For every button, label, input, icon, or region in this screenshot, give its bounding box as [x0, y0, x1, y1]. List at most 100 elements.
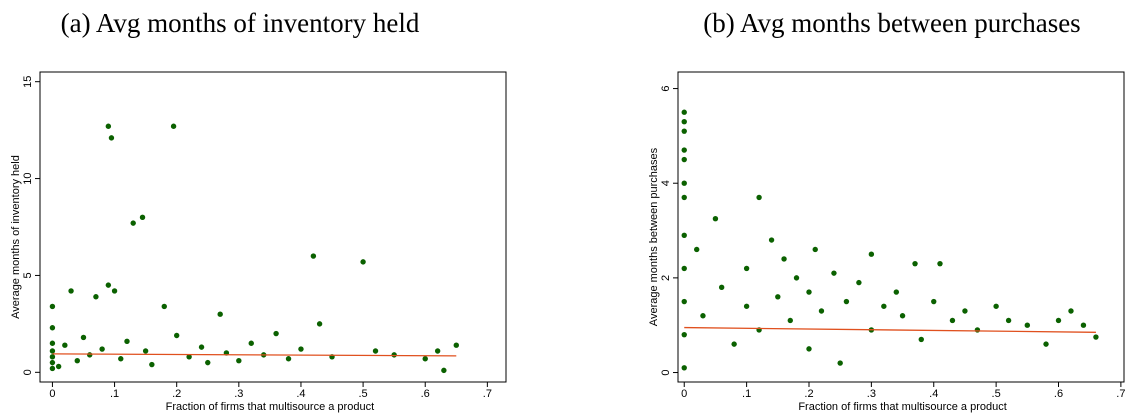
y-tick-label: 15	[22, 76, 34, 88]
point	[681, 147, 687, 153]
point	[68, 288, 74, 294]
plot-frame	[39, 71, 507, 383]
point	[681, 232, 687, 238]
x-tick-label: .1	[110, 388, 119, 400]
point	[781, 256, 787, 262]
point	[49, 354, 56, 360]
point	[731, 341, 737, 347]
point	[298, 346, 304, 352]
point	[681, 156, 687, 163]
point	[1093, 334, 1099, 340]
point	[681, 109, 687, 115]
x-tick-label: .2	[172, 388, 181, 400]
x-axis-title: Fraction of firms that multisource a pro…	[166, 401, 374, 413]
y-tick-label: 6	[660, 86, 672, 92]
x-tick-label: .7	[1116, 388, 1125, 400]
x-tick-label: .7	[483, 388, 492, 400]
point	[949, 317, 956, 324]
point	[743, 303, 750, 309]
point	[170, 123, 177, 129]
x-tick-label: .1	[742, 388, 751, 400]
y-tick-label: 10	[22, 172, 34, 184]
point	[718, 284, 725, 291]
point	[1080, 322, 1087, 328]
point	[756, 194, 762, 201]
point	[700, 313, 706, 319]
point	[962, 308, 968, 314]
x-tick-label: .6	[421, 388, 430, 400]
y-tick-label: 0	[22, 369, 34, 375]
point	[681, 265, 687, 272]
y-tick-label: 4	[660, 180, 672, 186]
point	[1043, 341, 1049, 347]
point	[681, 118, 687, 125]
point	[205, 359, 211, 366]
point	[831, 270, 837, 276]
point	[118, 356, 124, 362]
y-tick-label: 2	[660, 275, 672, 281]
point	[236, 357, 242, 364]
point	[93, 294, 99, 300]
point	[681, 128, 687, 134]
point	[173, 332, 180, 339]
point	[893, 289, 900, 295]
point	[1024, 322, 1031, 328]
point	[434, 348, 441, 354]
point	[768, 237, 775, 243]
point	[837, 360, 843, 366]
fit-line	[52, 353, 457, 357]
x-tick-label: .3	[867, 388, 876, 400]
point	[87, 352, 93, 358]
point	[937, 260, 943, 267]
point	[217, 311, 223, 317]
x-tick-label: .4	[296, 388, 305, 400]
point	[818, 308, 825, 314]
point	[99, 346, 105, 352]
point	[130, 220, 136, 226]
point	[273, 330, 279, 337]
point	[55, 363, 62, 370]
point	[422, 356, 428, 362]
x-tick-label: 0	[49, 388, 55, 400]
point	[681, 180, 687, 186]
x-tick-label: .6	[1054, 388, 1063, 400]
x-tick-label: .5	[358, 388, 367, 400]
point	[74, 357, 80, 364]
x-tick-label: 0	[681, 388, 687, 400]
point	[62, 342, 68, 348]
point	[49, 348, 56, 354]
plot-frame	[677, 71, 1125, 383]
point	[812, 246, 818, 253]
point	[49, 325, 56, 331]
point	[186, 354, 192, 360]
point	[918, 336, 924, 343]
point	[441, 367, 447, 374]
point	[681, 194, 687, 201]
y-axis-title: Average months between purchases	[648, 147, 660, 326]
point	[360, 259, 366, 265]
point	[881, 303, 887, 309]
point	[49, 340, 56, 346]
chart-title: (a) Avg months of inventory held	[61, 8, 420, 38]
point	[105, 123, 112, 129]
y-tick-label: 0	[660, 369, 672, 375]
point	[912, 260, 918, 267]
point	[139, 214, 146, 221]
point	[108, 135, 115, 141]
point	[372, 348, 379, 354]
point	[80, 334, 87, 341]
point	[899, 313, 906, 319]
chart-title: (b) Avg months between purchases	[703, 8, 1080, 38]
point	[149, 361, 155, 368]
point	[868, 251, 875, 257]
y-axis-title: Average months of inventory held	[10, 155, 22, 319]
x-tick-label: .4	[929, 388, 938, 400]
point	[806, 346, 812, 352]
x-tick-label: .3	[234, 388, 243, 400]
point	[453, 342, 459, 348]
point	[285, 356, 292, 362]
point	[1005, 317, 1012, 324]
point	[142, 348, 149, 354]
